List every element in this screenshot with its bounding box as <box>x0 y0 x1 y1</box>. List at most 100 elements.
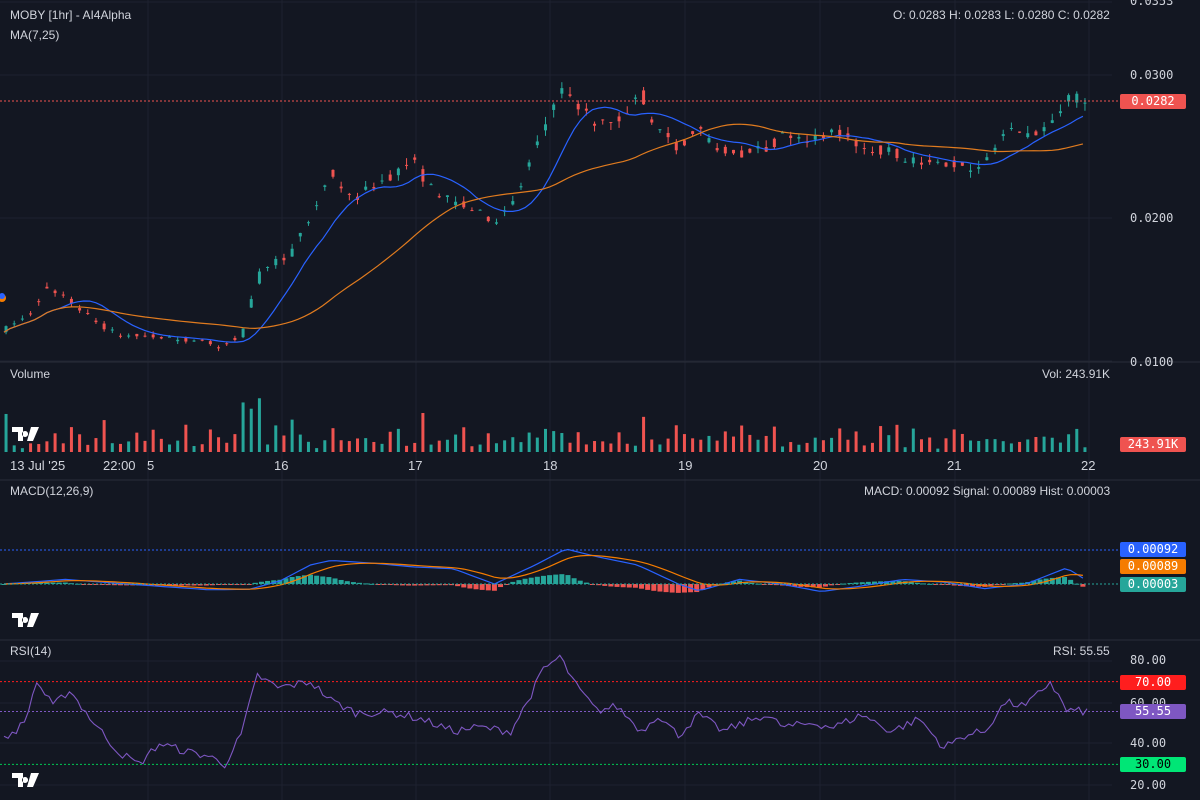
price-tick: 0.0353 <box>1130 0 1174 8</box>
macd-hist-bar <box>534 576 540 584</box>
candle-body <box>127 335 131 337</box>
macd-hist-bar <box>632 584 638 588</box>
volume-bar <box>356 438 360 452</box>
tradingview-logo-icon[interactable] <box>12 771 42 789</box>
time-tick: 22:00 <box>103 458 136 473</box>
volume-bar <box>944 438 948 452</box>
candle-body <box>977 167 981 169</box>
candle-body <box>20 318 24 320</box>
candle-body <box>437 196 441 198</box>
volume-bar <box>887 435 891 452</box>
macd-hist-bar <box>498 584 504 588</box>
tradingview-logo-icon[interactable] <box>12 425 42 443</box>
candle-body <box>511 201 515 205</box>
volume-bar <box>846 439 850 452</box>
macd-hist-bar <box>295 576 301 584</box>
volume-bar <box>993 439 997 452</box>
volume-bar <box>707 435 711 452</box>
volume-bar <box>306 441 310 452</box>
volume-bar <box>805 442 809 452</box>
macd-hist-bar <box>252 582 258 584</box>
volume-bar <box>168 444 172 452</box>
candle-body <box>102 323 106 330</box>
volume-bar <box>4 413 8 452</box>
candle-body <box>642 90 646 105</box>
volume-bar <box>1067 434 1071 452</box>
macd-hist-bar <box>111 584 117 586</box>
macd-hist-bar <box>209 584 215 586</box>
macd-hist-bar <box>626 584 632 588</box>
volume-bar <box>78 434 82 452</box>
volume-bar <box>249 408 253 452</box>
candle-body <box>192 340 196 342</box>
volume-bar <box>274 425 278 452</box>
candle-body <box>715 148 719 151</box>
candle-body <box>478 209 482 211</box>
macd-hist-bar <box>38 582 44 584</box>
signal-line <box>3 554 1083 590</box>
volume-bar <box>650 439 654 452</box>
volume-label: Volume <box>10 367 51 381</box>
macd-hist-bar <box>657 584 663 592</box>
volume-bar <box>879 426 883 452</box>
macd-hist-bar <box>56 582 62 584</box>
macd-hist-bar <box>547 575 553 584</box>
candle-body <box>4 326 8 333</box>
time-tick: 17 <box>408 458 423 473</box>
volume-bar <box>519 442 523 452</box>
volume-bar <box>535 437 539 452</box>
volume-bar <box>1083 447 1087 452</box>
rsi-tick: 40.00 <box>1130 736 1167 750</box>
volume-bar <box>176 440 180 452</box>
volume-bar <box>20 448 24 452</box>
candle-body <box>1009 128 1013 130</box>
volume-bar <box>764 435 768 452</box>
candle-body <box>870 151 874 154</box>
volume-bar <box>372 441 376 452</box>
volume-bar <box>633 445 637 452</box>
macd-hist-bar <box>1080 584 1086 587</box>
candle-body <box>29 313 33 315</box>
macd-hist-bar <box>921 583 927 585</box>
volume-bar <box>396 428 400 452</box>
volume-bar <box>347 441 351 452</box>
volume-bar <box>315 448 319 452</box>
candle-body <box>298 232 302 237</box>
macd-hist-bar <box>933 584 939 585</box>
candle-body <box>1075 93 1079 103</box>
macd-hist-bar <box>179 584 185 586</box>
volume-bar <box>110 443 114 452</box>
candle-body <box>470 210 474 212</box>
candle-body <box>396 168 400 176</box>
candle-body <box>78 308 82 311</box>
macd-hist-bar <box>859 582 865 584</box>
rsi-30-badge: 30.00 <box>1120 757 1186 772</box>
macd-hist-bar <box>914 582 920 584</box>
macd-hist-bar <box>308 574 314 584</box>
volume-bar <box>437 440 441 452</box>
candle-body <box>666 133 670 138</box>
volume-bar <box>821 440 825 452</box>
time-tick: 5 <box>147 458 155 473</box>
macd-hist-bar <box>596 584 602 586</box>
volume-bar <box>576 432 580 452</box>
macd-hist-bar <box>467 584 473 589</box>
macd-hist-bar <box>516 580 522 584</box>
macd-hist-bar <box>583 582 589 584</box>
volume-bar <box>985 439 989 452</box>
candle-body <box>691 131 695 134</box>
time-tick: 20 <box>813 458 828 473</box>
macd-line <box>3 548 1084 592</box>
hist-value-badge: 0.00003 <box>1120 577 1186 592</box>
macd-hist-bar <box>191 584 197 586</box>
volume-bar <box>895 424 899 452</box>
candle-body <box>315 205 319 207</box>
macd-hist-bar <box>669 584 675 593</box>
candle-body <box>388 174 392 181</box>
candle-body <box>682 140 686 146</box>
tradingview-logo-icon[interactable] <box>12 611 42 629</box>
volume-bar <box>1058 442 1062 452</box>
candle-body <box>405 164 409 166</box>
candle-body <box>94 320 98 323</box>
time-tick: 22 <box>1081 458 1096 473</box>
